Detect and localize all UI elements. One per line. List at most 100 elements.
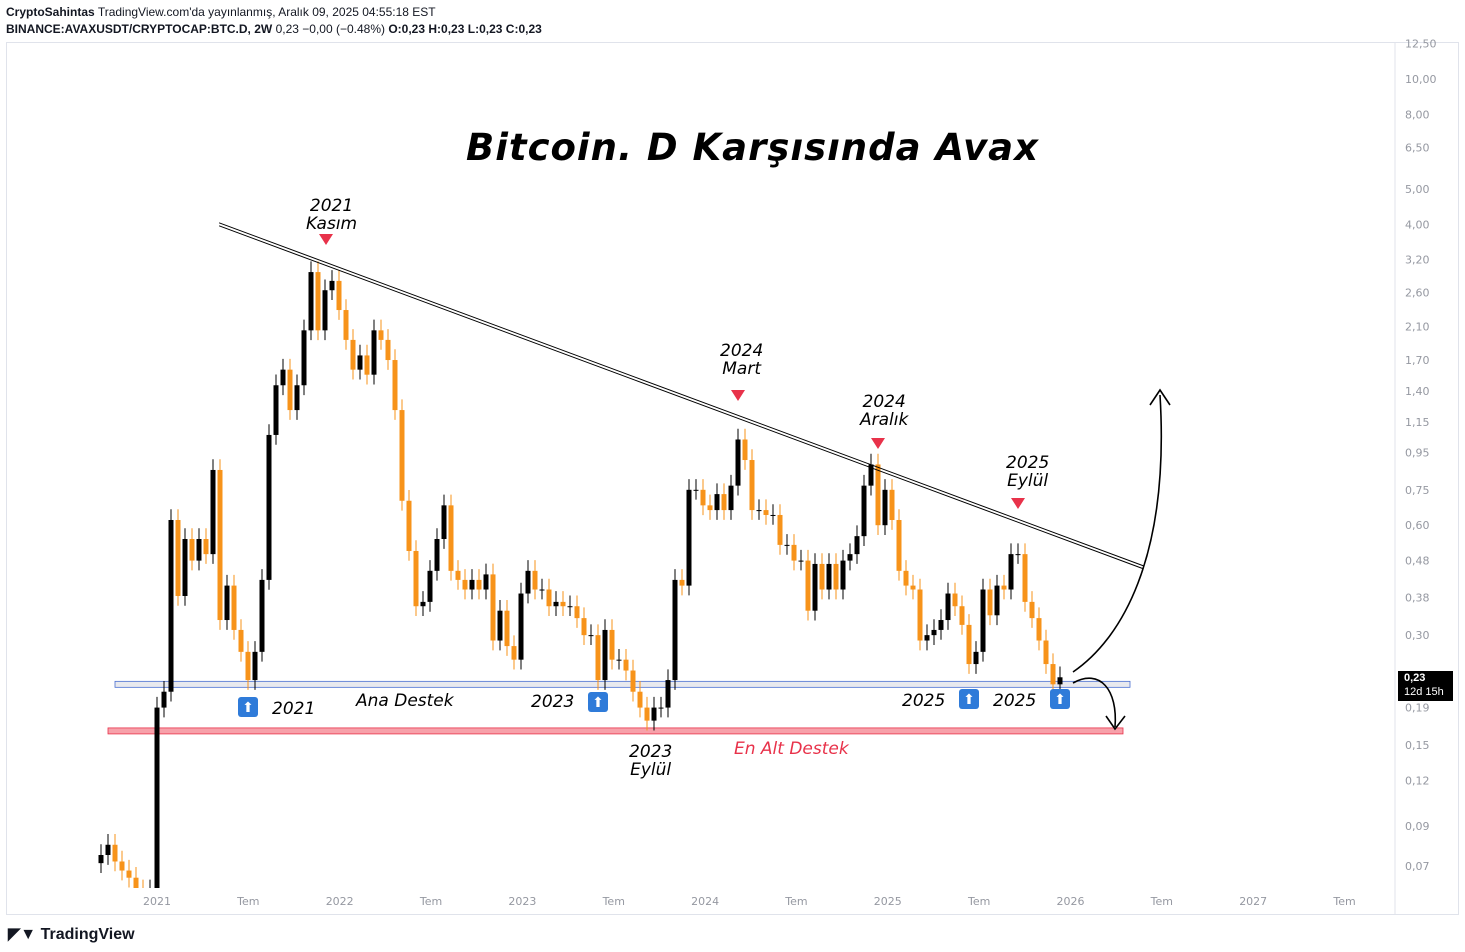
candle-body[interactable] — [98, 855, 104, 864]
candle-body[interactable] — [1057, 677, 1063, 685]
candle-body[interactable] — [364, 355, 370, 375]
candle-body[interactable] — [602, 629, 608, 681]
candle-body[interactable] — [245, 651, 251, 681]
candle-body[interactable] — [385, 339, 391, 361]
candle-body[interactable] — [665, 680, 671, 708]
candle-body[interactable] — [728, 485, 734, 511]
candle-body[interactable] — [252, 651, 258, 681]
candle-body[interactable] — [357, 355, 363, 370]
candle-body[interactable] — [903, 570, 909, 586]
candle-body[interactable] — [1036, 618, 1042, 641]
candle-body[interactable] — [686, 489, 692, 586]
candle-body[interactable] — [378, 330, 384, 340]
candle-body[interactable] — [707, 505, 713, 511]
candle-body[interactable] — [322, 290, 328, 331]
candle-body[interactable] — [1029, 601, 1035, 619]
candle-body[interactable] — [119, 861, 125, 871]
candle-body[interactable] — [875, 464, 881, 526]
candle-body[interactable] — [791, 544, 797, 561]
candle-body[interactable] — [952, 593, 958, 607]
candle-body[interactable] — [259, 579, 265, 652]
candle-body[interactable] — [546, 589, 552, 607]
candle-body[interactable] — [693, 489, 699, 491]
candle-body[interactable] — [889, 489, 895, 521]
candle-body[interactable] — [1001, 585, 1007, 590]
candle-body[interactable] — [756, 510, 762, 512]
candle-body[interactable] — [350, 339, 356, 370]
candle-body[interactable] — [581, 618, 587, 636]
candle-body[interactable] — [623, 659, 629, 671]
candle-body[interactable] — [868, 464, 874, 486]
candle-body[interactable] — [196, 539, 202, 561]
candle-body[interactable] — [126, 870, 132, 878]
candle-body[interactable] — [1015, 554, 1021, 556]
candle-body[interactable] — [476, 579, 482, 590]
candle-body[interactable] — [392, 360, 398, 411]
candle-body[interactable] — [231, 585, 237, 630]
candle-body[interactable] — [679, 579, 685, 586]
candle-body[interactable] — [105, 844, 111, 856]
candle-body[interactable] — [973, 651, 979, 665]
candle-body[interactable] — [455, 570, 461, 580]
candle-body[interactable] — [427, 570, 433, 602]
candle-body[interactable] — [847, 554, 853, 561]
candle-body[interactable] — [777, 514, 783, 545]
candle-body[interactable] — [406, 500, 412, 551]
candle-body[interactable] — [833, 563, 839, 590]
candle-body[interactable] — [987, 589, 993, 616]
candle-body[interactable] — [1008, 554, 1014, 590]
candle-body[interactable] — [763, 510, 769, 515]
candle-body[interactable] — [749, 460, 755, 511]
candle-body[interactable] — [588, 635, 594, 637]
candle-body[interactable] — [854, 536, 860, 555]
candle-body[interactable] — [469, 579, 475, 590]
candle-body[interactable] — [112, 844, 118, 862]
candle-body[interactable] — [224, 585, 230, 621]
candle-body[interactable] — [630, 670, 636, 692]
candle-body[interactable] — [525, 570, 531, 594]
candle-body[interactable] — [287, 369, 293, 411]
candle-body[interactable] — [609, 629, 615, 660]
candle-body[interactable] — [721, 494, 727, 511]
candle-body[interactable] — [182, 539, 188, 596]
candle-body[interactable] — [189, 539, 195, 561]
candle-body[interactable] — [840, 560, 846, 590]
candle-body[interactable] — [434, 539, 440, 571]
candle-body[interactable] — [819, 563, 825, 590]
candle-body[interactable] — [294, 385, 300, 411]
candle-body[interactable] — [714, 494, 720, 511]
candle-body[interactable] — [994, 585, 1000, 616]
candle-body[interactable] — [490, 574, 496, 641]
candle-body[interactable] — [518, 593, 524, 660]
candle-body[interactable] — [959, 606, 965, 625]
candle-body[interactable] — [910, 585, 916, 590]
candle-body[interactable] — [560, 601, 566, 607]
candle-body[interactable] — [826, 563, 832, 590]
chart-frame[interactable] — [6, 42, 1459, 915]
candle-body[interactable] — [329, 280, 335, 291]
candle-body[interactable] — [154, 707, 160, 891]
candle-body[interactable] — [511, 646, 517, 660]
candle-body[interactable] — [651, 707, 657, 721]
candle-body[interactable] — [315, 272, 321, 331]
candle-body[interactable] — [805, 560, 811, 611]
candle-body[interactable] — [483, 574, 489, 590]
candle-body[interactable] — [567, 606, 573, 608]
candle-body[interactable] — [917, 589, 923, 641]
candle-body[interactable] — [924, 635, 930, 641]
candle-body[interactable] — [966, 624, 972, 665]
candle-body[interactable] — [238, 629, 244, 652]
candle-body[interactable] — [336, 280, 342, 311]
candle-body[interactable] — [980, 589, 986, 652]
candle-body[interactable] — [1050, 664, 1056, 685]
candle-body[interactable] — [658, 707, 664, 709]
candle-body[interactable] — [896, 520, 902, 571]
candle-body[interactable] — [1022, 554, 1028, 602]
candle-body[interactable] — [644, 707, 650, 721]
candle-body[interactable] — [882, 489, 888, 526]
candle-body[interactable] — [931, 629, 937, 636]
candle-body[interactable] — [637, 691, 643, 708]
candle-body[interactable] — [343, 310, 349, 340]
candle-body[interactable] — [203, 539, 209, 555]
